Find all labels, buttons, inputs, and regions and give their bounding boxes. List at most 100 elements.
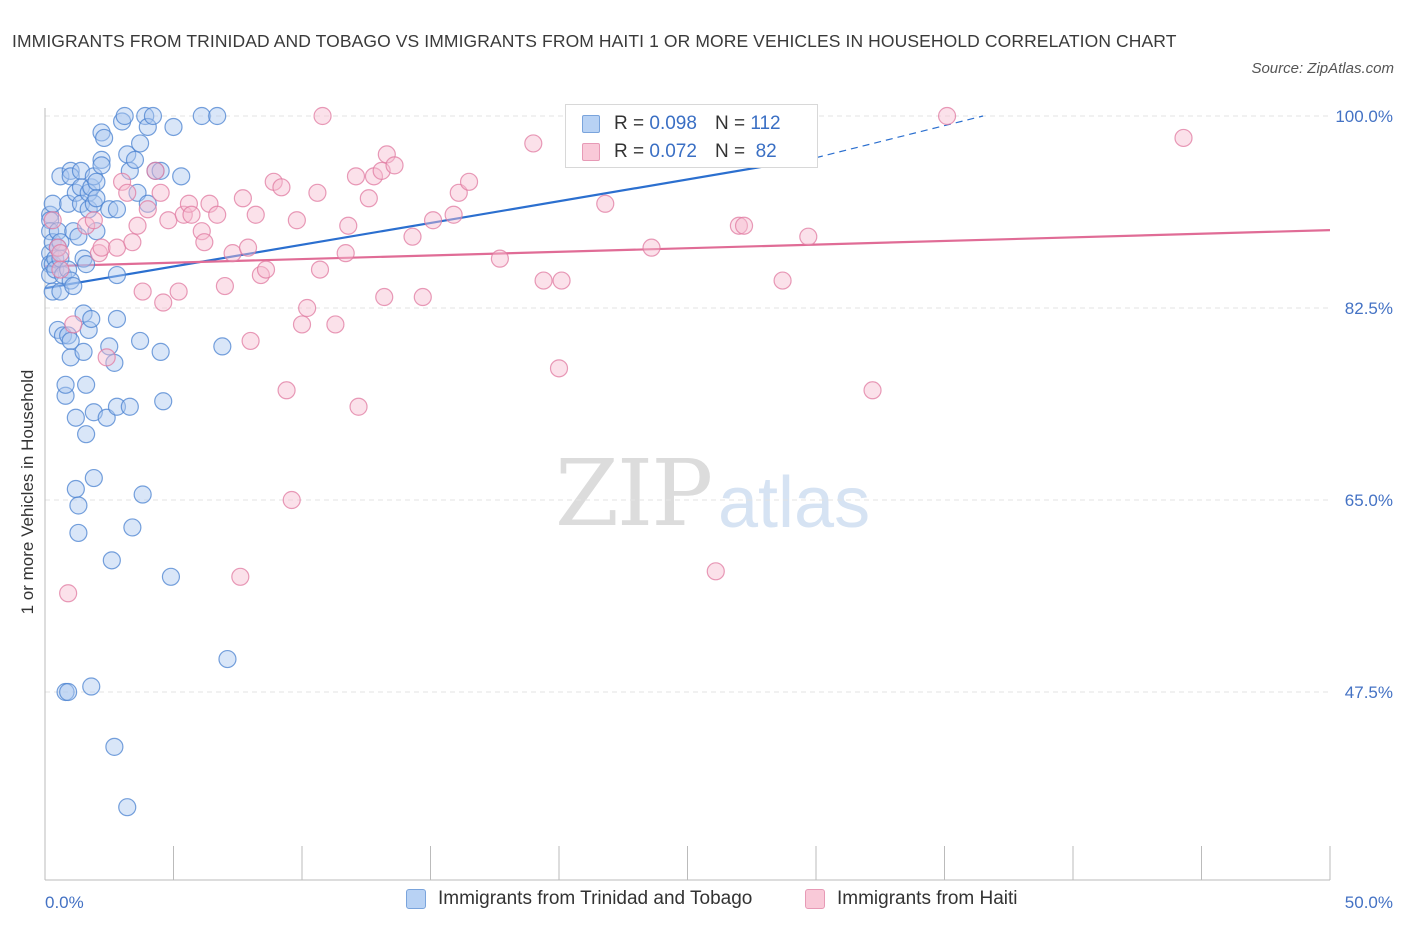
point-haiti	[128, 216, 147, 235]
point-haiti	[51, 244, 70, 263]
point-haiti	[251, 265, 270, 285]
point-haiti	[92, 238, 111, 257]
point-haiti	[208, 205, 227, 224]
point-haiti	[937, 106, 957, 126]
r-value: 0.098	[649, 113, 697, 134]
point-trinidad	[118, 798, 137, 817]
point-haiti	[195, 233, 214, 252]
legend-label: Immigrants from Haiti	[837, 888, 1018, 909]
point-trinidad	[43, 282, 62, 301]
point-trinidad	[69, 523, 88, 543]
point-haiti	[272, 178, 291, 197]
point-haiti	[552, 271, 571, 290]
point-trinidad	[74, 342, 93, 361]
n-value: 112	[750, 113, 781, 134]
point-haiti	[138, 200, 157, 219]
data-points	[41, 106, 1193, 817]
point-trinidad	[120, 397, 139, 416]
point-haiti	[524, 134, 543, 153]
point-trinidad	[107, 309, 127, 329]
point-haiti	[729, 216, 749, 235]
point-haiti	[151, 183, 170, 202]
point-trinidad	[172, 167, 191, 186]
point-trinidad	[59, 260, 78, 279]
series-legend: Immigrants from Trinidad and Tobago Immi…	[0, 888, 1406, 916]
point-trinidad	[136, 106, 155, 126]
r-value: 0.072	[649, 141, 697, 162]
stats-row-haiti: R = 0.072 N = 82	[582, 140, 777, 164]
point-trinidad	[107, 265, 127, 285]
point-trinidad	[151, 161, 170, 180]
point-trinidad	[87, 222, 106, 241]
point-haiti	[231, 567, 250, 586]
point-haiti	[346, 167, 366, 186]
point-trinidad	[151, 342, 170, 361]
legend-item-haiti[interactable]: Immigrants from Haiti	[805, 888, 1018, 910]
point-haiti	[51, 260, 70, 279]
point-trinidad	[66, 408, 85, 427]
point-haiti	[233, 189, 252, 208]
point-haiti	[112, 172, 132, 191]
point-trinidad	[77, 425, 96, 444]
point-haiti	[385, 156, 404, 175]
point-trinidad	[130, 134, 150, 153]
point-haiti	[359, 189, 378, 208]
point-trinidad	[213, 337, 232, 356]
point-haiti	[107, 238, 127, 257]
trend-line-haiti	[44, 229, 1331, 268]
point-haiti	[336, 244, 355, 263]
point-haiti	[734, 216, 754, 235]
legend-label: Immigrants from Trinidad and Tobago	[438, 888, 753, 909]
legend-item-trinidad[interactable]: Immigrants from Trinidad and Tobago	[406, 888, 752, 910]
point-trinidad	[115, 106, 134, 126]
point-trinidad	[164, 117, 183, 137]
pink-swatch	[805, 889, 825, 909]
stats-row-trinidad: R = 0.098 N = 112	[582, 112, 781, 136]
point-haiti	[241, 331, 260, 351]
point-trinidad	[59, 682, 78, 702]
point-trinidad	[100, 200, 119, 219]
point-haiti	[246, 205, 265, 224]
point-haiti	[413, 287, 432, 307]
watermark-zip: ZIP	[555, 440, 713, 547]
r-label: R =	[614, 141, 645, 162]
point-haiti	[179, 194, 199, 213]
point-haiti	[444, 205, 463, 224]
point-haiti	[215, 276, 234, 296]
point-trinidad	[107, 200, 127, 219]
point-haiti	[84, 211, 103, 230]
x-tick-label: 50.0%	[1345, 893, 1393, 912]
point-trinidad	[218, 649, 237, 669]
point-haiti	[308, 183, 327, 202]
point-haiti	[549, 359, 569, 378]
point-haiti	[339, 216, 358, 235]
point-haiti	[310, 260, 330, 279]
point-haiti	[169, 282, 188, 301]
y-tick-label: 82.5%	[1345, 299, 1393, 318]
chart-title: IMMIGRANTS FROM TRINIDAD AND TOBAGO VS I…	[12, 31, 1177, 51]
point-trinidad	[100, 337, 119, 356]
pink-swatch	[582, 143, 600, 161]
point-haiti	[459, 172, 479, 191]
watermark-atlas: atlas	[718, 463, 871, 543]
point-trinidad	[133, 485, 152, 504]
point-haiti	[277, 381, 296, 400]
point-haiti	[349, 397, 368, 416]
point-haiti	[642, 238, 661, 257]
point-haiti	[313, 106, 332, 126]
point-haiti	[174, 205, 193, 224]
point-haiti	[43, 211, 62, 230]
point-trinidad	[61, 161, 80, 180]
point-trinidad	[105, 737, 124, 756]
source-label: Source: ZipAtlas.com	[1251, 60, 1394, 77]
point-haiti	[773, 271, 792, 290]
point-trinidad	[66, 479, 85, 499]
y-tick-label: 100.0%	[1335, 107, 1393, 126]
point-haiti	[133, 282, 152, 301]
point-haiti	[287, 211, 306, 230]
y-tick-label: 65.0%	[1345, 491, 1393, 510]
point-trinidad	[192, 106, 211, 126]
point-trinidad	[43, 194, 62, 213]
trend-line-trinidad-extension	[815, 115, 984, 159]
point-trinidad	[208, 106, 227, 126]
